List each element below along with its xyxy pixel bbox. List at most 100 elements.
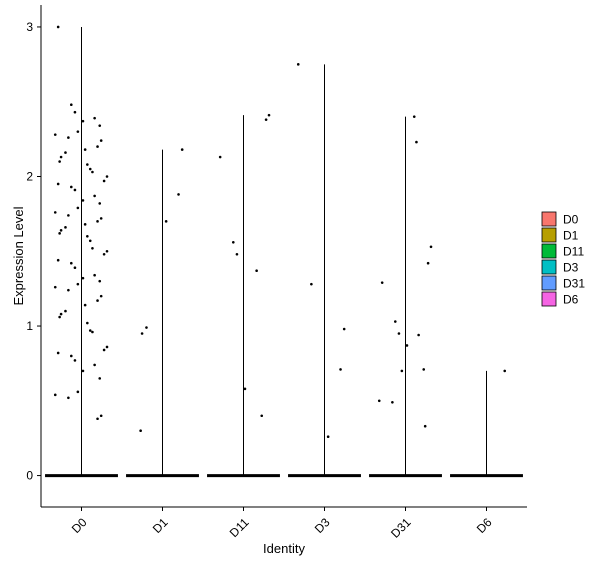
point-D0	[53, 393, 57, 397]
point-D11	[243, 387, 247, 391]
point-D11	[255, 269, 258, 273]
point-D0	[102, 348, 106, 352]
point-D31	[426, 261, 430, 265]
point-D0	[81, 199, 85, 202]
legend-label: D3	[563, 261, 579, 275]
point-D0	[81, 276, 85, 280]
point-D31	[400, 369, 404, 373]
point-D0	[56, 25, 60, 29]
point-D3	[339, 368, 342, 371]
y-tick-label: 2	[26, 169, 33, 183]
x-tick-label: D1	[150, 515, 171, 536]
point-D0	[99, 139, 103, 142]
point-D11	[264, 118, 268, 121]
point-D1	[140, 332, 144, 335]
legend-swatch	[541, 211, 557, 227]
point-D11	[267, 113, 271, 117]
point-D0	[96, 145, 99, 148]
point-D0	[67, 136, 70, 139]
legend-swatch	[541, 275, 557, 291]
y-tick-label: 1	[26, 319, 33, 333]
point-D0	[105, 345, 109, 349]
point-D0	[93, 273, 96, 277]
point-D0	[99, 294, 103, 298]
point-D0	[58, 160, 61, 163]
point-D0	[93, 363, 96, 367]
point-D0	[67, 288, 70, 292]
x-tick-label: D6	[474, 515, 495, 536]
point-D1	[177, 193, 180, 196]
point-D0	[105, 249, 109, 253]
point-D3	[296, 63, 300, 66]
point-D0	[69, 354, 73, 358]
point-D0	[73, 110, 77, 114]
point-D0	[73, 188, 77, 192]
point-D0	[83, 223, 87, 226]
point-D11	[235, 252, 239, 256]
point-D0	[53, 285, 57, 289]
point-D0	[83, 148, 87, 151]
point-D0	[96, 220, 99, 223]
point-D0	[73, 359, 77, 362]
point-D3	[310, 282, 313, 286]
x-tick-label: D3	[312, 515, 333, 536]
point-D1	[145, 326, 148, 329]
point-D0	[99, 217, 103, 220]
legend-label: D6	[563, 293, 579, 307]
point-D0	[96, 417, 99, 421]
point-D0	[58, 315, 61, 319]
point-D0	[56, 258, 60, 262]
point-D11	[260, 414, 264, 418]
y-tick-label: 0	[26, 469, 33, 483]
legend-swatch	[541, 243, 557, 259]
point-D1	[180, 148, 184, 151]
legend-swatch	[541, 259, 557, 275]
point-D31	[429, 245, 433, 249]
point-D0	[59, 312, 63, 316]
point-D0	[73, 266, 77, 270]
point-D0	[53, 211, 57, 214]
y-axis-title: Expression Level	[11, 206, 26, 305]
point-D31	[377, 399, 381, 403]
point-D0	[81, 369, 85, 373]
legend-label: D31	[563, 277, 585, 291]
x-tick-label: D0	[69, 515, 90, 536]
point-D0	[81, 119, 85, 123]
point-D31	[412, 115, 416, 118]
point-D0	[102, 179, 106, 183]
point-D0	[91, 170, 94, 174]
point-D0	[86, 321, 89, 325]
point-D0	[64, 309, 67, 313]
point-D0	[76, 390, 80, 394]
point-D3	[342, 327, 346, 331]
point-D0	[69, 103, 73, 107]
point-D31	[423, 424, 427, 428]
point-D11	[231, 240, 235, 244]
point-D0	[59, 155, 63, 159]
legend-label: D11	[563, 245, 584, 259]
x-tick-label: D31	[388, 515, 414, 541]
legend-label: D1	[563, 229, 579, 243]
point-D0	[56, 351, 60, 355]
point-D0	[67, 214, 70, 217]
point-D31	[417, 333, 420, 337]
point-D11	[218, 155, 222, 159]
point-D31	[393, 320, 397, 323]
point-D0	[76, 282, 80, 286]
point-D0	[98, 124, 102, 127]
point-D0	[86, 235, 89, 238]
point-D0	[64, 226, 67, 229]
x-tick-label: D11	[227, 515, 252, 540]
point-D31	[397, 332, 401, 335]
point-D0	[93, 194, 96, 198]
point-D0	[98, 279, 102, 283]
axes	[40, 5, 527, 508]
point-D0	[88, 239, 92, 243]
point-D0	[98, 377, 102, 380]
point-D31	[391, 400, 394, 404]
point-D0	[53, 133, 57, 136]
legend-label: D0	[563, 213, 579, 227]
point-D31	[380, 281, 384, 284]
point-D0	[88, 329, 92, 332]
point-D31	[405, 344, 409, 347]
